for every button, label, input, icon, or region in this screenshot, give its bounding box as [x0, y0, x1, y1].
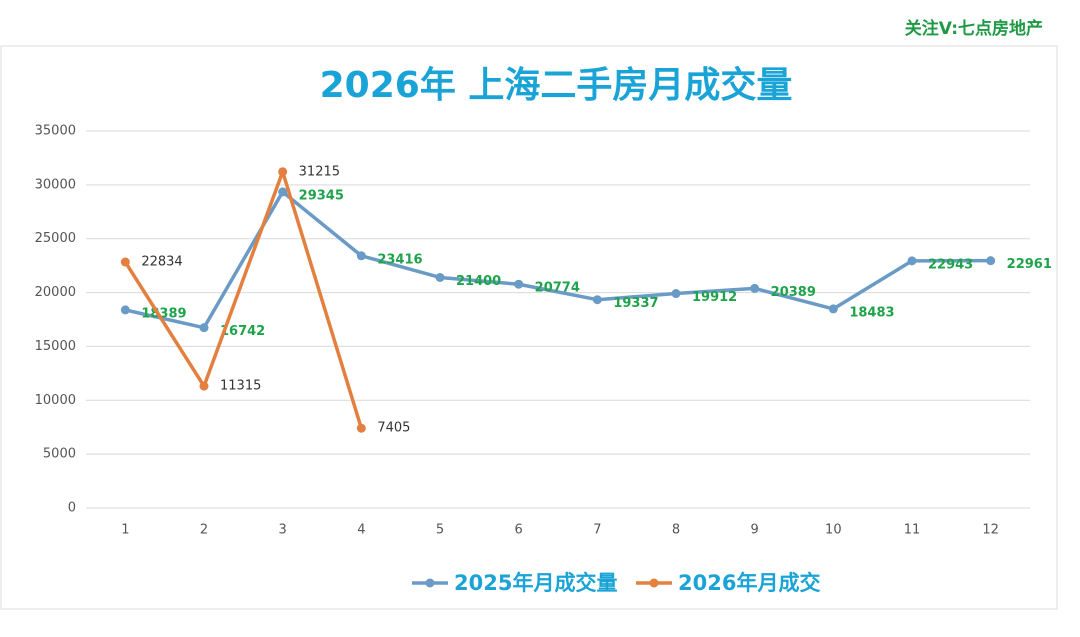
- data-label: 11315: [220, 379, 261, 394]
- x-tick-label: 6: [515, 523, 523, 538]
- data-point: [278, 167, 288, 177]
- x-tick-label: 12: [982, 523, 999, 538]
- y-tick-label: 25000: [35, 231, 76, 246]
- x-tick-label: 5: [436, 523, 444, 538]
- y-tick-label: 0: [68, 501, 76, 516]
- data-label: 29345: [299, 188, 344, 203]
- x-tick-label: 3: [279, 523, 287, 538]
- y-tick-label: 5000: [43, 447, 76, 462]
- x-tick-label: 7: [593, 523, 601, 538]
- legend-marker: [425, 578, 435, 588]
- chart-frame: [0, 45, 1058, 610]
- watermark: 关注V:七点房地产: [905, 18, 1043, 39]
- y-tick-label: 15000: [35, 339, 76, 354]
- y-tick-label: 30000: [35, 177, 76, 192]
- legend-label: 2026年月成交: [678, 571, 820, 595]
- x-tick-label: 4: [357, 523, 365, 538]
- data-point: [592, 295, 602, 305]
- data-label: 22943: [928, 257, 973, 272]
- data-point: [828, 304, 838, 314]
- data-point: [278, 187, 288, 197]
- data-point: [435, 272, 445, 282]
- series-line: [124, 190, 991, 330]
- x-tick-label: 1: [121, 523, 129, 538]
- series-line: [123, 170, 364, 429]
- data-label: 19912: [692, 290, 737, 305]
- chart-title: 2026年 上海二手房月成交量: [320, 64, 793, 106]
- data-point: [120, 305, 130, 315]
- data-label: 23416: [377, 252, 422, 267]
- x-tick-label: 2: [200, 523, 208, 538]
- data-label: 20774: [535, 281, 580, 296]
- x-tick-label: 8: [672, 523, 680, 538]
- data-label: 18483: [849, 305, 894, 320]
- x-tick-label: 11: [904, 523, 921, 538]
- data-point: [120, 257, 130, 267]
- x-tick-label: 10: [825, 523, 842, 538]
- data-point: [356, 251, 366, 261]
- data-label: 16742: [220, 324, 265, 339]
- data-point: [356, 423, 366, 433]
- data-label: 31215: [299, 164, 340, 179]
- data-label: 22961: [1007, 257, 1052, 272]
- data-point: [199, 381, 209, 391]
- y-tick-label: 10000: [35, 393, 76, 408]
- data-point: [671, 289, 681, 299]
- data-label: 22834: [141, 255, 182, 270]
- data-point: [986, 256, 996, 266]
- data-point: [199, 323, 209, 333]
- data-point: [750, 283, 760, 293]
- data-point: [907, 256, 917, 266]
- y-tick-label: 35000: [35, 124, 76, 139]
- data-label: 18389: [141, 306, 186, 321]
- legend-label: 2025年月成交量: [454, 571, 617, 595]
- data-label: 20389: [771, 285, 816, 300]
- data-label: 19337: [613, 296, 658, 311]
- data-label: 21400: [456, 274, 501, 289]
- data-point: [514, 279, 524, 289]
- x-tick-label: 9: [751, 523, 759, 538]
- y-tick-label: 20000: [35, 285, 76, 300]
- legend-marker: [649, 578, 659, 588]
- data-label: 7405: [377, 421, 410, 436]
